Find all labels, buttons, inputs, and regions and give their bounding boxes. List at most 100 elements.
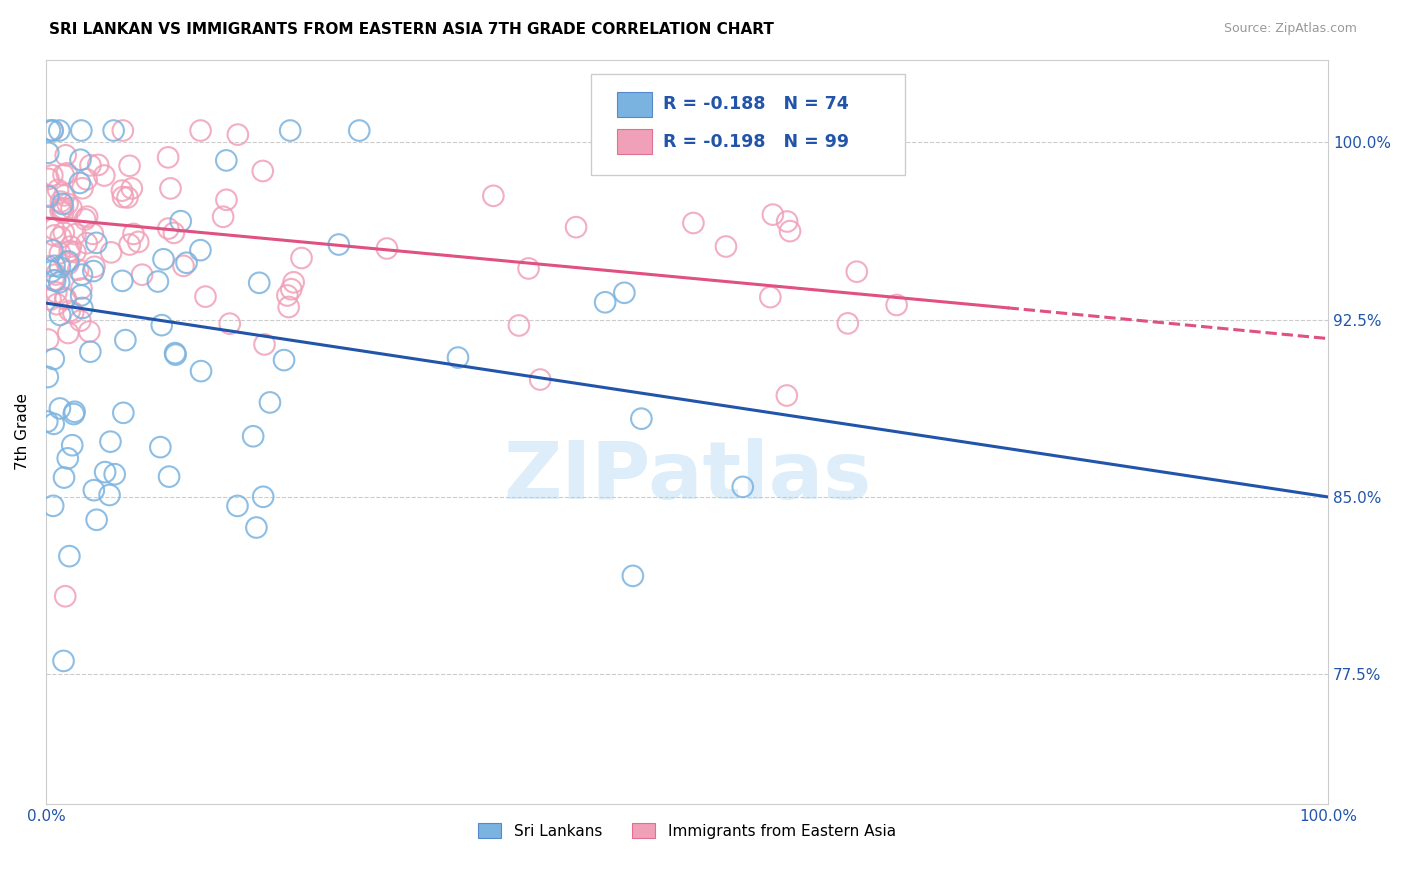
Point — [190, 364, 212, 378]
Point — [45, 285, 67, 300]
Point — [49, 401, 72, 416]
Point — [86, 235, 108, 250]
Point — [58, 254, 80, 268]
Point — [70, 123, 93, 137]
Point — [42, 222, 65, 236]
Point — [53, 292, 76, 306]
Point — [72, 301, 94, 315]
Point — [94, 465, 117, 479]
Point — [565, 220, 588, 235]
Point — [82, 264, 104, 278]
Point — [82, 227, 104, 241]
Point — [65, 245, 87, 260]
Point — [52, 226, 75, 240]
Point — [49, 260, 72, 274]
Text: ZIPatlas: ZIPatlas — [503, 438, 872, 516]
Point — [42, 351, 65, 366]
Point — [49, 308, 72, 322]
Point — [252, 490, 274, 504]
Point — [52, 201, 75, 215]
Point — [51, 202, 73, 216]
Point — [127, 235, 149, 249]
Point — [79, 325, 101, 339]
Point — [731, 480, 754, 494]
Point — [52, 654, 75, 668]
Point — [259, 395, 281, 409]
Point — [49, 246, 72, 260]
Point — [37, 188, 59, 202]
Point — [58, 549, 80, 563]
Point — [280, 282, 302, 296]
Point — [37, 370, 59, 384]
Point — [779, 224, 801, 238]
Text: Source: ZipAtlas.com: Source: ZipAtlas.com — [1223, 22, 1357, 36]
Point — [776, 214, 799, 228]
Point — [613, 285, 636, 300]
Point — [111, 274, 134, 288]
Point — [218, 317, 240, 331]
Point — [112, 406, 135, 420]
Point — [70, 288, 93, 302]
Point — [165, 346, 187, 360]
Point — [51, 197, 73, 211]
Point — [42, 123, 65, 137]
Point — [42, 417, 65, 431]
Point — [45, 268, 67, 282]
Point — [55, 166, 77, 180]
Point — [53, 589, 76, 603]
Point — [37, 333, 59, 347]
Point — [122, 227, 145, 241]
Point — [42, 499, 65, 513]
Point — [621, 569, 644, 583]
Point — [76, 210, 98, 224]
Point — [48, 123, 70, 137]
Point — [59, 244, 82, 258]
Point — [146, 275, 169, 289]
Point — [37, 259, 59, 273]
Point — [215, 153, 238, 168]
Point — [49, 230, 72, 244]
Point — [131, 268, 153, 282]
Point — [87, 158, 110, 172]
Point — [247, 276, 270, 290]
Point — [41, 169, 63, 183]
Point — [59, 304, 82, 318]
Point — [38, 172, 60, 186]
Point — [38, 189, 60, 203]
Point — [165, 348, 187, 362]
Point — [41, 244, 63, 258]
Point — [111, 123, 134, 137]
Point — [72, 181, 94, 195]
Point — [83, 483, 105, 498]
Point — [714, 239, 737, 253]
Point — [98, 488, 121, 502]
Point — [163, 226, 186, 240]
Point — [837, 316, 859, 330]
Point — [104, 467, 127, 482]
Point — [759, 290, 782, 304]
Point — [69, 314, 91, 328]
Point — [277, 300, 299, 314]
Bar — [617, 92, 652, 117]
Point — [349, 123, 371, 137]
Point — [190, 123, 212, 137]
Point — [482, 189, 505, 203]
Point — [63, 405, 86, 419]
Point — [58, 257, 80, 271]
Point — [70, 268, 93, 282]
Point — [103, 123, 125, 137]
Point — [328, 237, 350, 252]
Point — [55, 255, 77, 269]
Point — [56, 326, 79, 340]
Point — [41, 264, 63, 278]
Point — [118, 159, 141, 173]
Point — [682, 216, 704, 230]
Point — [118, 237, 141, 252]
Point — [226, 499, 249, 513]
Point — [39, 123, 62, 137]
Text: R = -0.198   N = 99: R = -0.198 N = 99 — [662, 133, 849, 151]
Point — [886, 298, 908, 312]
Point — [157, 221, 180, 235]
Point — [278, 123, 301, 137]
Point — [60, 438, 83, 452]
